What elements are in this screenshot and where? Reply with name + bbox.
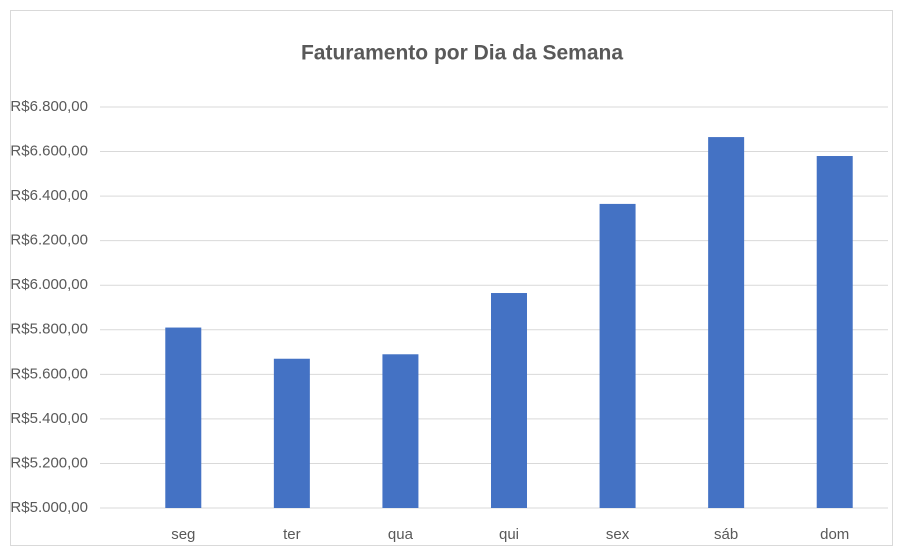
x-tick-label: ter (283, 526, 301, 543)
bar (599, 203, 636, 509)
y-tick-label: R$6.800,00 (10, 98, 88, 115)
bar (273, 358, 310, 508)
y-tick-label: R$5.600,00 (10, 365, 88, 382)
chart-frame (10, 10, 893, 546)
y-tick-label: R$5.200,00 (10, 454, 88, 471)
x-tick-label: qua (388, 526, 414, 543)
x-tick-label: sex (606, 526, 630, 543)
bar (491, 293, 527, 508)
chart-title: Faturamento por Dia da Semana (301, 42, 623, 65)
y-tick-label: R$6.000,00 (10, 276, 88, 293)
y-tick-label: R$6.400,00 (10, 187, 88, 204)
bar (816, 156, 853, 508)
x-tick-label: seg (171, 526, 195, 543)
y-tick-label: R$5.000,00 (10, 499, 88, 516)
y-tick-label: R$5.400,00 (10, 410, 88, 427)
x-tick-label: sáb (714, 526, 738, 543)
bar (382, 354, 419, 508)
bar (165, 327, 202, 508)
bar (708, 137, 745, 508)
x-tick-label: dom (820, 526, 849, 543)
y-tick-label: R$6.600,00 (10, 143, 88, 160)
y-tick-label: R$5.800,00 (10, 321, 88, 338)
x-tick-label: qui (499, 526, 519, 543)
y-tick-label: R$6.200,00 (10, 232, 88, 249)
